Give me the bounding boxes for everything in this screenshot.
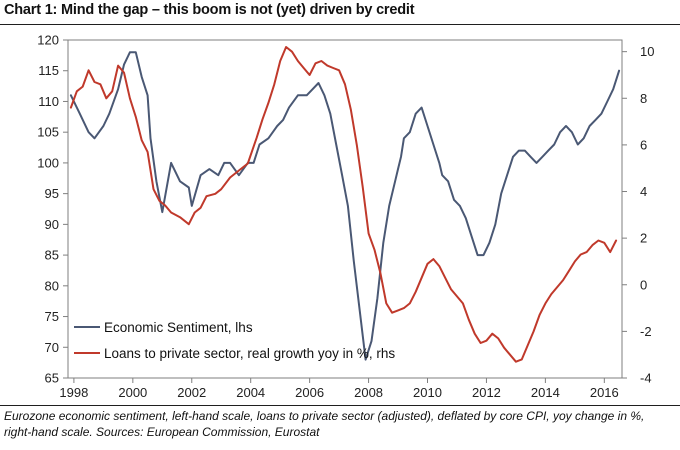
y-left-tick-label: 80 <box>45 278 59 293</box>
chart-caption: Eurozone economic sentiment, left-hand s… <box>4 409 645 439</box>
y-left-tick-label: 65 <box>45 371 59 386</box>
y-right-tick-label: 8 <box>640 91 647 106</box>
x-tick-label: 2014 <box>531 385 560 400</box>
y-right-tick-label: -2 <box>640 324 652 339</box>
y-left-tick-label: 85 <box>45 248 59 263</box>
y-left-tick-label: 110 <box>38 94 59 109</box>
line-chart: 1998 2000 2002 2004 2006 2008 2010 2012 2014 2016… <box>37 33 654 401</box>
x-axis: 1998 2000 2002 2004 2006 2008 2010 2012 2014 2016 <box>59 378 619 400</box>
y-left-tick-label: 105 <box>37 125 59 140</box>
series-line-economic-sentiment <box>69 51 621 361</box>
y-right-tick-label: 10 <box>640 44 654 59</box>
legend-label-economic-sentiment: Economic Sentiment, lhs <box>104 320 253 335</box>
y-right-tick-label: -4 <box>640 371 652 386</box>
y-left-tick-label: 70 <box>45 340 59 355</box>
x-tick-label: 2012 <box>472 385 501 400</box>
x-tick-label: 2004 <box>236 385 265 400</box>
x-tick-label: 2006 <box>295 385 324 400</box>
plot-frame <box>67 39 623 379</box>
y-left-tick-label: 75 <box>45 309 59 324</box>
y-left-tick-label: 95 <box>45 186 59 201</box>
x-tick-label: 2008 <box>354 385 383 400</box>
x-tick-label: 2000 <box>118 385 147 400</box>
legend-label-loans: Loans to private sector, real growth yoy… <box>104 346 395 361</box>
y-axis-right: -4 -2 0 2 4 6 8 10 <box>622 44 654 386</box>
y-left-tick-label: 120 <box>37 33 59 48</box>
title-divider <box>0 24 680 25</box>
x-tick-label: 2010 <box>413 385 442 400</box>
y-left-tick-label: 100 <box>37 155 59 170</box>
y-right-tick-label: 4 <box>640 184 647 199</box>
chart-title: Chart 1: Mind the gap – this boom is not… <box>4 2 415 18</box>
y-right-tick-label: 2 <box>640 231 647 246</box>
series-line-loans <box>69 46 618 363</box>
caption-divider <box>0 405 680 406</box>
y-left-tick-label: 90 <box>45 217 59 232</box>
y-right-tick-label: 0 <box>640 277 647 292</box>
y-left-tick-label: 115 <box>38 63 59 78</box>
x-tick-label: 2016 <box>590 385 619 400</box>
series-lines <box>69 46 621 363</box>
x-tick-label: 1998 <box>59 385 88 400</box>
y-axis-left: 65 70 75 80 85 90 95 100 105 110 115 120 <box>37 33 68 386</box>
x-tick-label: 2002 <box>177 385 206 400</box>
y-right-tick-label: 6 <box>640 137 647 152</box>
legend: Economic Sentiment, lhs Loans to private… <box>74 320 395 361</box>
